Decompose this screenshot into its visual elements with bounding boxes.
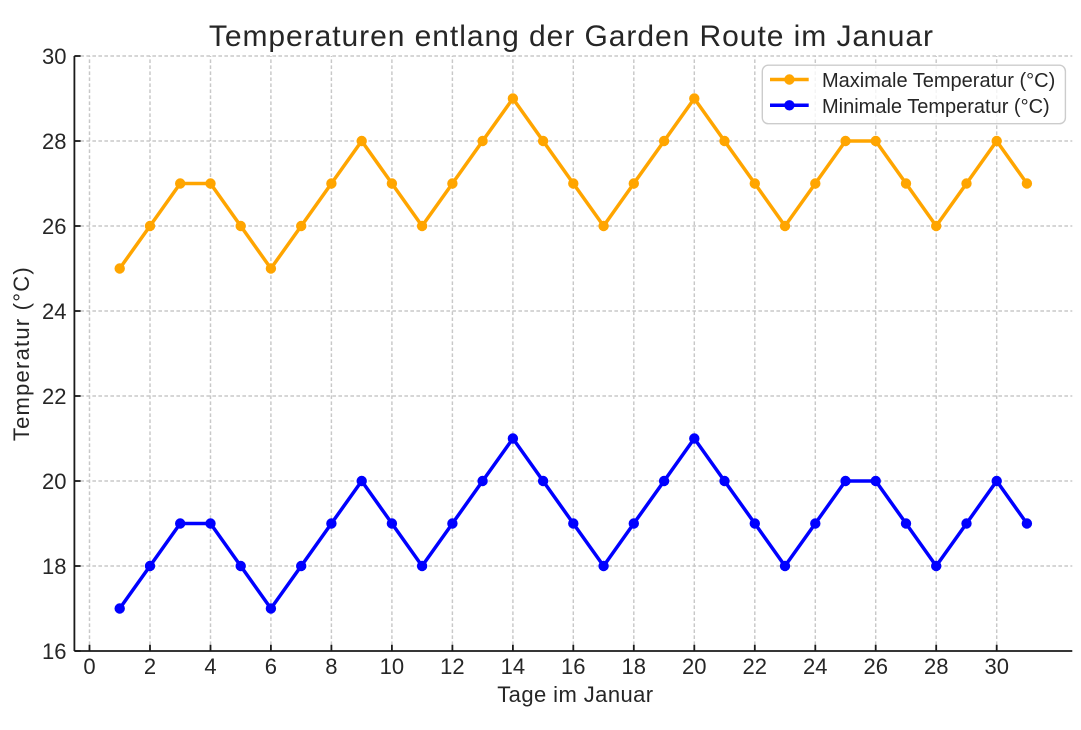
svg-text:Temperaturen entlang der Garde: Temperaturen entlang der Garden Route im… xyxy=(209,20,934,53)
svg-text:14: 14 xyxy=(501,654,525,679)
svg-text:22: 22 xyxy=(743,654,767,679)
svg-text:24: 24 xyxy=(42,299,66,324)
svg-text:6: 6 xyxy=(265,654,277,679)
svg-text:20: 20 xyxy=(42,469,66,494)
svg-text:8: 8 xyxy=(325,654,337,679)
svg-text:Tage im Januar: Tage im Januar xyxy=(497,682,653,707)
svg-text:4: 4 xyxy=(204,654,216,679)
svg-text:20: 20 xyxy=(682,654,706,679)
svg-text:Maximale Temperatur (°C): Maximale Temperatur (°C) xyxy=(822,70,1055,92)
svg-text:30: 30 xyxy=(42,44,66,69)
svg-text:10: 10 xyxy=(380,654,404,679)
svg-text:18: 18 xyxy=(42,554,66,579)
svg-text:16: 16 xyxy=(561,654,585,679)
svg-text:12: 12 xyxy=(440,654,464,679)
svg-text:Minimale Temperatur (°C): Minimale Temperatur (°C) xyxy=(822,96,1050,118)
svg-text:24: 24 xyxy=(803,654,827,679)
svg-text:28: 28 xyxy=(924,654,948,679)
svg-text:30: 30 xyxy=(984,654,1008,679)
svg-text:18: 18 xyxy=(622,654,646,679)
svg-text:26: 26 xyxy=(863,654,887,679)
svg-text:22: 22 xyxy=(42,384,66,409)
svg-text:Temperatur (°C): Temperatur (°C) xyxy=(9,266,34,441)
svg-text:26: 26 xyxy=(42,214,66,239)
svg-text:28: 28 xyxy=(42,129,66,154)
svg-text:16: 16 xyxy=(42,639,66,664)
svg-text:0: 0 xyxy=(83,654,95,679)
svg-text:2: 2 xyxy=(144,654,156,679)
